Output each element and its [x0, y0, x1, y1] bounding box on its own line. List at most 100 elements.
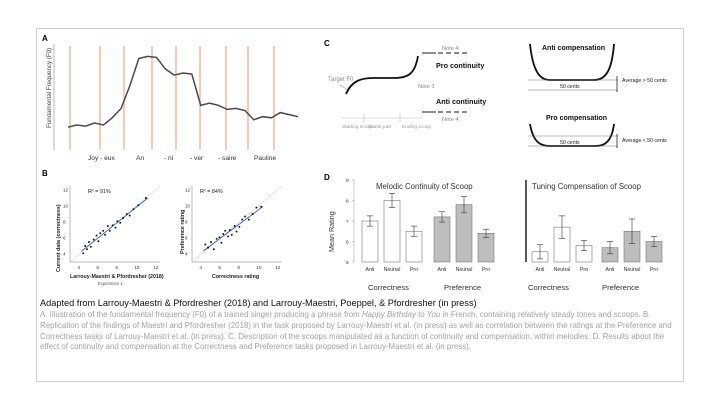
scatter-point: [128, 214, 131, 217]
panel-a-ylabel: Fundamental Frequency (F0): [46, 48, 53, 128]
scatter-point: [238, 225, 241, 228]
scatter-x-tick: 12: [275, 265, 281, 270]
pro-continuity-label: Pro continuity: [436, 61, 484, 70]
syllable-label: Joy - eux: [88, 155, 115, 162]
scatter-y-tick: 12: [63, 188, 69, 193]
group-label: Correctness: [368, 283, 409, 292]
bar-category-label: Neutral: [384, 267, 401, 273]
panel-b-scatter-plots: B Current data (correctness) Larrouy-Mae…: [42, 169, 283, 286]
scatter-left: 4 4 6 6 8 8 10 10 12 12: [63, 185, 161, 270]
pro-compensation-title: Pro compensation: [546, 115, 607, 122]
scatter-point: [97, 240, 100, 243]
bar-category-label: Neutral: [456, 267, 473, 273]
segment-label-stable: Stable part: [368, 124, 392, 130]
group-label: Preference: [444, 283, 481, 292]
bar: [383, 200, 401, 263]
scatter-point: [228, 229, 231, 231]
target-f0-label: Target F0: [328, 77, 354, 83]
scatter-right: 4 4 6 6 8 8 10 10 12 12: [185, 185, 283, 270]
scatter-point: [255, 206, 258, 209]
bar-category-label: Pro: [580, 267, 588, 273]
group-label: Preference: [602, 283, 639, 292]
bar-category-label: Pro: [410, 267, 418, 273]
bar-category-label: Anti: [536, 267, 545, 273]
scatter-point: [82, 252, 85, 255]
figure-caption: Adapted from Larrouy-Maestri & Pfordresh…: [40, 297, 680, 353]
scatter-point: [230, 233, 233, 236]
bar-y-tick-label: 8: [346, 198, 349, 204]
scatter-point: [87, 241, 90, 243]
scatter-point: [89, 245, 92, 248]
scatter-point: [212, 248, 215, 251]
anti-compensation-cents: 50 cents: [560, 84, 580, 90]
scatter-point: [95, 234, 98, 237]
scatter-y-tick: 4: [63, 252, 66, 257]
pro-compensation-avg: Average < 50 cents: [622, 138, 667, 144]
scatter-point: [209, 241, 212, 243]
anti-continuity-label: Anti continuity: [436, 97, 486, 106]
scatter-right-ylabel: Preference rating: [180, 210, 186, 254]
bar-y-tick-label: 5: [346, 260, 349, 266]
panel-a-f0-plot: A Fundamental Frequency (F0) Joy - eux A…: [42, 34, 299, 162]
scatter-right-r2: R² = 84%: [200, 189, 223, 195]
scatter-point: [122, 217, 125, 219]
bar-category-label: Neutral: [624, 267, 641, 273]
bar-y-tick-label: 6: [346, 239, 349, 245]
bar-y-tick-label: 7: [346, 219, 349, 225]
scatter-point: [247, 218, 250, 221]
anti-compensation-title: Anti compensation: [542, 45, 605, 52]
caption-body: A. Illustration of the fundamental frequ…: [40, 310, 680, 353]
bar-category-label: Anti: [438, 267, 447, 273]
scatter-point: [222, 233, 225, 235]
scatter-y-tick: 8: [185, 220, 188, 225]
caption-body-italic: Happy Birthday to You: [361, 310, 441, 319]
note3-label: Note 3: [418, 84, 434, 90]
scatter-point: [220, 241, 223, 244]
panel-d-letter: D: [324, 173, 330, 182]
scatter-point: [144, 197, 147, 199]
scatter-point: [108, 229, 111, 232]
syllable-label: Pauline: [254, 155, 276, 162]
scatter-point: [224, 229, 227, 232]
scatter-point: [137, 204, 140, 207]
scatter-point: [119, 221, 122, 224]
scatter-point: [132, 208, 135, 211]
scatter-y-tick: 10: [185, 204, 191, 209]
scatter-point: [233, 225, 236, 227]
scatter-point: [207, 246, 210, 249]
scatter-x-tick: 6: [96, 265, 99, 270]
scatter-identity-line: [191, 185, 283, 263]
scatter-x-tick: 6: [218, 265, 221, 270]
anti-compensation-avg: Average > 50 cents: [622, 78, 667, 84]
scatter-point: [92, 238, 95, 241]
scatter-y-tick: 4: [185, 252, 188, 257]
bar-y-axis: 5 6 7 8 9: [346, 178, 355, 266]
scatter-point: [104, 233, 107, 236]
scatter-left-r2: R² = 91%: [88, 189, 111, 195]
bar-y-tick-label: 9: [346, 178, 349, 184]
syllable-label: - ni: [164, 155, 174, 162]
caption-body-pre: A. Illustration of the fundamental frequ…: [40, 310, 362, 319]
scatter-point: [241, 218, 244, 221]
scatter-y-tick: 6: [63, 236, 66, 241]
scatter-x-tick: 8: [115, 265, 118, 270]
bar: [361, 220, 379, 263]
bar: [433, 216, 451, 263]
syllable-label: - ver: [190, 155, 204, 162]
scatter-point: [218, 236, 221, 239]
note4-bottom-label: Note 4: [442, 117, 458, 123]
caption-body-post: in French, containing relatively steady …: [40, 310, 672, 352]
scatter-point: [86, 248, 89, 251]
bar-category-label: Pro: [482, 267, 490, 273]
scatter-fit-line: [81, 197, 148, 252]
scatter-point: [99, 232, 102, 235]
f0-contour: [67, 55, 299, 128]
bar: [455, 204, 473, 263]
scatter-x-tick: 4: [77, 265, 80, 270]
scatter-point: [116, 220, 119, 223]
syllable-onset-markers: [69, 46, 275, 150]
scatter-y-tick: 8: [63, 220, 66, 225]
scatter-left-xlabel: Larrouy-Maestri & Pfordresher (2018): [70, 274, 164, 280]
scatter-point: [125, 213, 128, 215]
scatter-point: [227, 235, 229, 238]
